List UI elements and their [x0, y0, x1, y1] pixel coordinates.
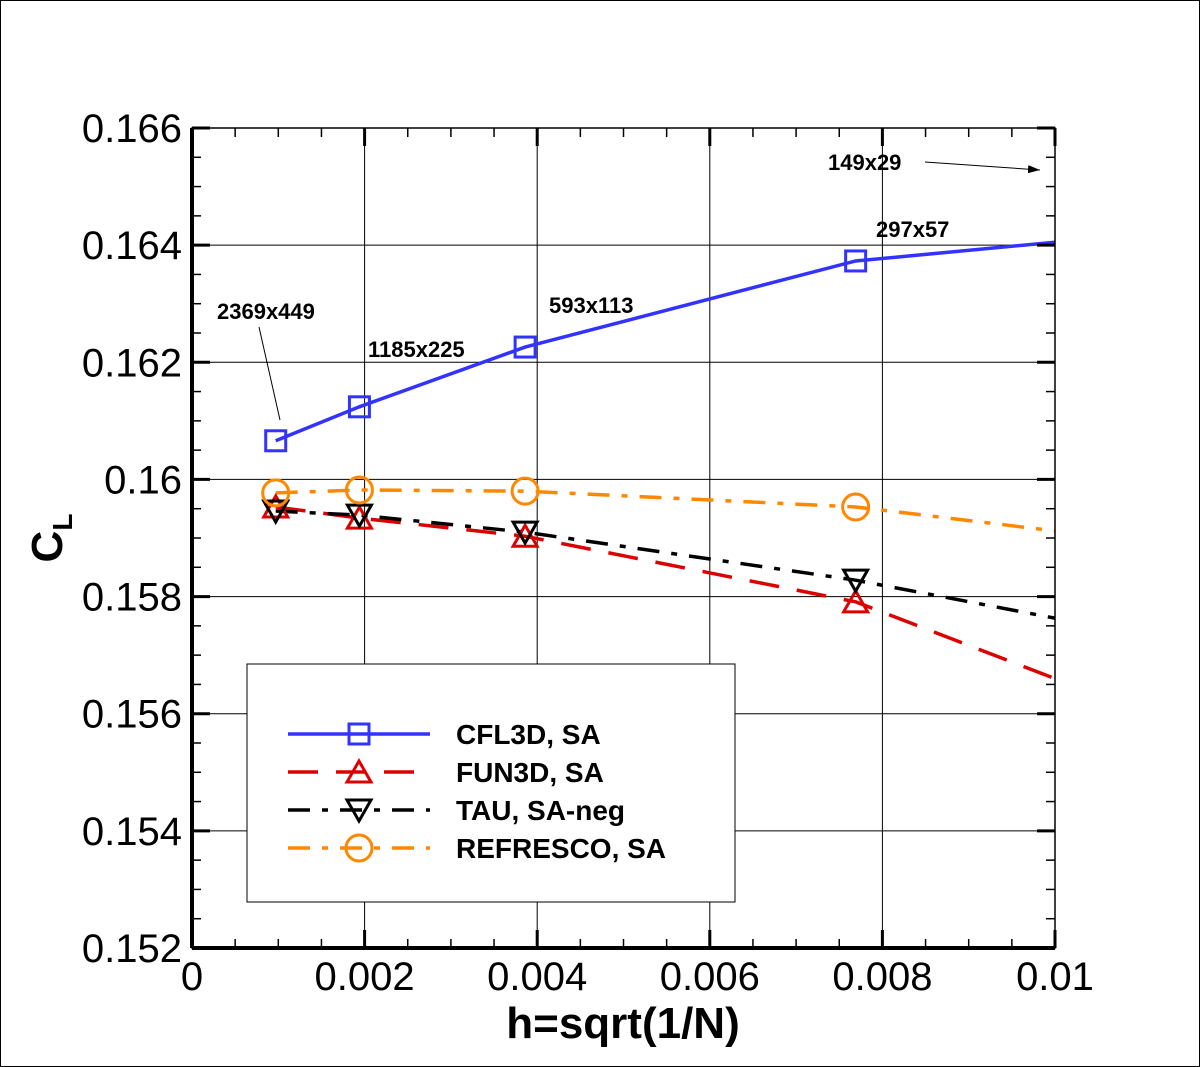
triangle-up-marker	[841, 587, 871, 614]
x-tick-label: 0.002	[315, 955, 415, 999]
series-line	[275, 240, 1055, 443]
square-marker	[264, 429, 288, 453]
x-tick-label: 0.006	[660, 955, 760, 999]
legend-label: REFRESCO, SA	[456, 833, 666, 864]
triangle-up-marker	[344, 757, 374, 784]
y-tick-label: 0.154	[82, 810, 182, 854]
series-line	[275, 488, 1055, 533]
annotation-label: 149x29	[828, 150, 901, 175]
y-tick-label: 0.152	[82, 927, 182, 971]
square-marker	[347, 395, 371, 419]
triangle-down-marker	[261, 499, 291, 526]
circle-marker	[841, 492, 871, 522]
annotation-label: 593x113	[549, 293, 633, 318]
y-tick-label: 0.166	[82, 107, 182, 151]
legend-label: CFL3D, SA	[456, 719, 601, 750]
triangle-down-marker	[841, 568, 871, 595]
triangle-down-marker	[344, 503, 375, 530]
markers-group	[261, 249, 871, 614]
x-tick-label: 0.008	[832, 955, 932, 999]
y-tick-label: 0.164	[82, 224, 182, 268]
y-axis-label-subscript: L	[47, 514, 78, 531]
triangle-down-marker	[344, 798, 374, 825]
circle-marker	[344, 475, 374, 505]
y-tick-label: 0.162	[82, 341, 182, 385]
annotation-pointer-line	[258, 326, 281, 421]
annotation-label: 297x57	[876, 217, 949, 242]
y-axis-label-main: C	[23, 531, 72, 563]
circle-marker	[261, 478, 291, 508]
y-axis-label: CL	[23, 514, 78, 563]
legend: CFL3D, SA FUN3D, SA TAU, SA-neg REFRESCO, S…	[246, 663, 736, 903]
legend-label: TAU, SA-neg	[456, 795, 625, 826]
axes: 0 0.002 0.004 0.006 0.008 0.01 0.152 0.154 0.156…	[82, 107, 1094, 999]
square-marker	[844, 249, 868, 273]
triangle-up-marker	[261, 492, 291, 519]
y-tick-label: 0.156	[82, 693, 182, 737]
square-marker	[513, 335, 537, 359]
circle-marker	[344, 833, 374, 863]
x-tick-label: 0.01	[1016, 955, 1094, 999]
series-group	[275, 240, 1055, 681]
y-tick-label: 0.16	[104, 458, 182, 502]
legend-label: FUN3D, SA	[456, 757, 604, 788]
x-axis-label: h=sqrt(1/N)	[506, 999, 739, 1048]
annotation-arrow	[924, 161, 1041, 174]
triangle-down-marker	[510, 520, 540, 547]
x-tick-label: 0	[181, 955, 203, 999]
legend-box	[246, 663, 736, 903]
circle-marker	[510, 476, 540, 506]
x-tick-label: 0.004	[487, 955, 587, 999]
y-tick-label: 0.158	[82, 576, 182, 620]
square-marker	[347, 722, 371, 746]
series-line	[275, 509, 1055, 620]
annotation-label: 2369x449	[217, 299, 315, 324]
annotation-label: 1185x225	[368, 337, 465, 362]
annotations: 2369x449 1185x225 593x113 297x57 149x29	[217, 150, 1041, 421]
triangle-up-marker	[510, 522, 540, 548]
